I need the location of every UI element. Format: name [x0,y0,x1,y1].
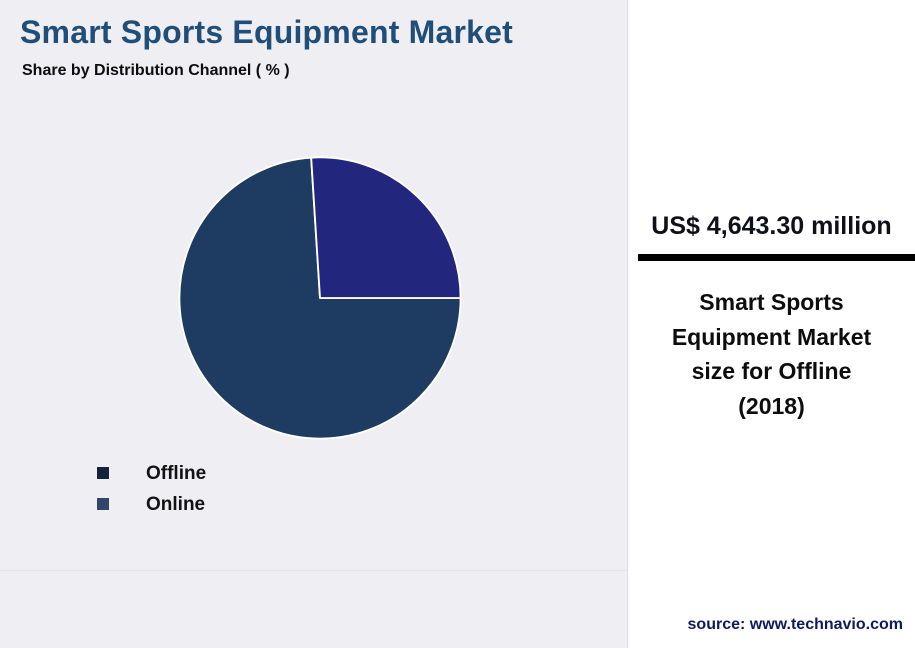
stat-divider-bar [638,254,915,261]
divider-line [0,570,627,571]
legend-label-online: Online [146,493,206,515]
chart-section: Smart Sports Equipment Market Share by D… [0,14,627,571]
stat-description: Smart Sports Equipment Market size for O… [671,289,872,419]
legend-label-offline: Offline [146,462,207,484]
legend-item-online: Online [97,493,206,515]
page-title: Smart Sports Equipment Market [20,14,514,50]
legend-marker-online [97,498,109,510]
legend-item-offline: Offline [97,462,206,484]
pie-slice-online [310,156,462,299]
pie-chart [178,156,462,440]
legend-marker-offline [97,467,109,479]
stat-panel: US$ 4,643.30 million Smart Sports Equipm… [627,0,915,648]
legend: Offline Online [97,462,206,524]
chart-subtitle: Share by Distribution Channel ( % ) [22,62,290,79]
source-credit: source: www.technavio.com [687,616,903,633]
stat-value: US$ 4,643.30 million [651,212,892,240]
